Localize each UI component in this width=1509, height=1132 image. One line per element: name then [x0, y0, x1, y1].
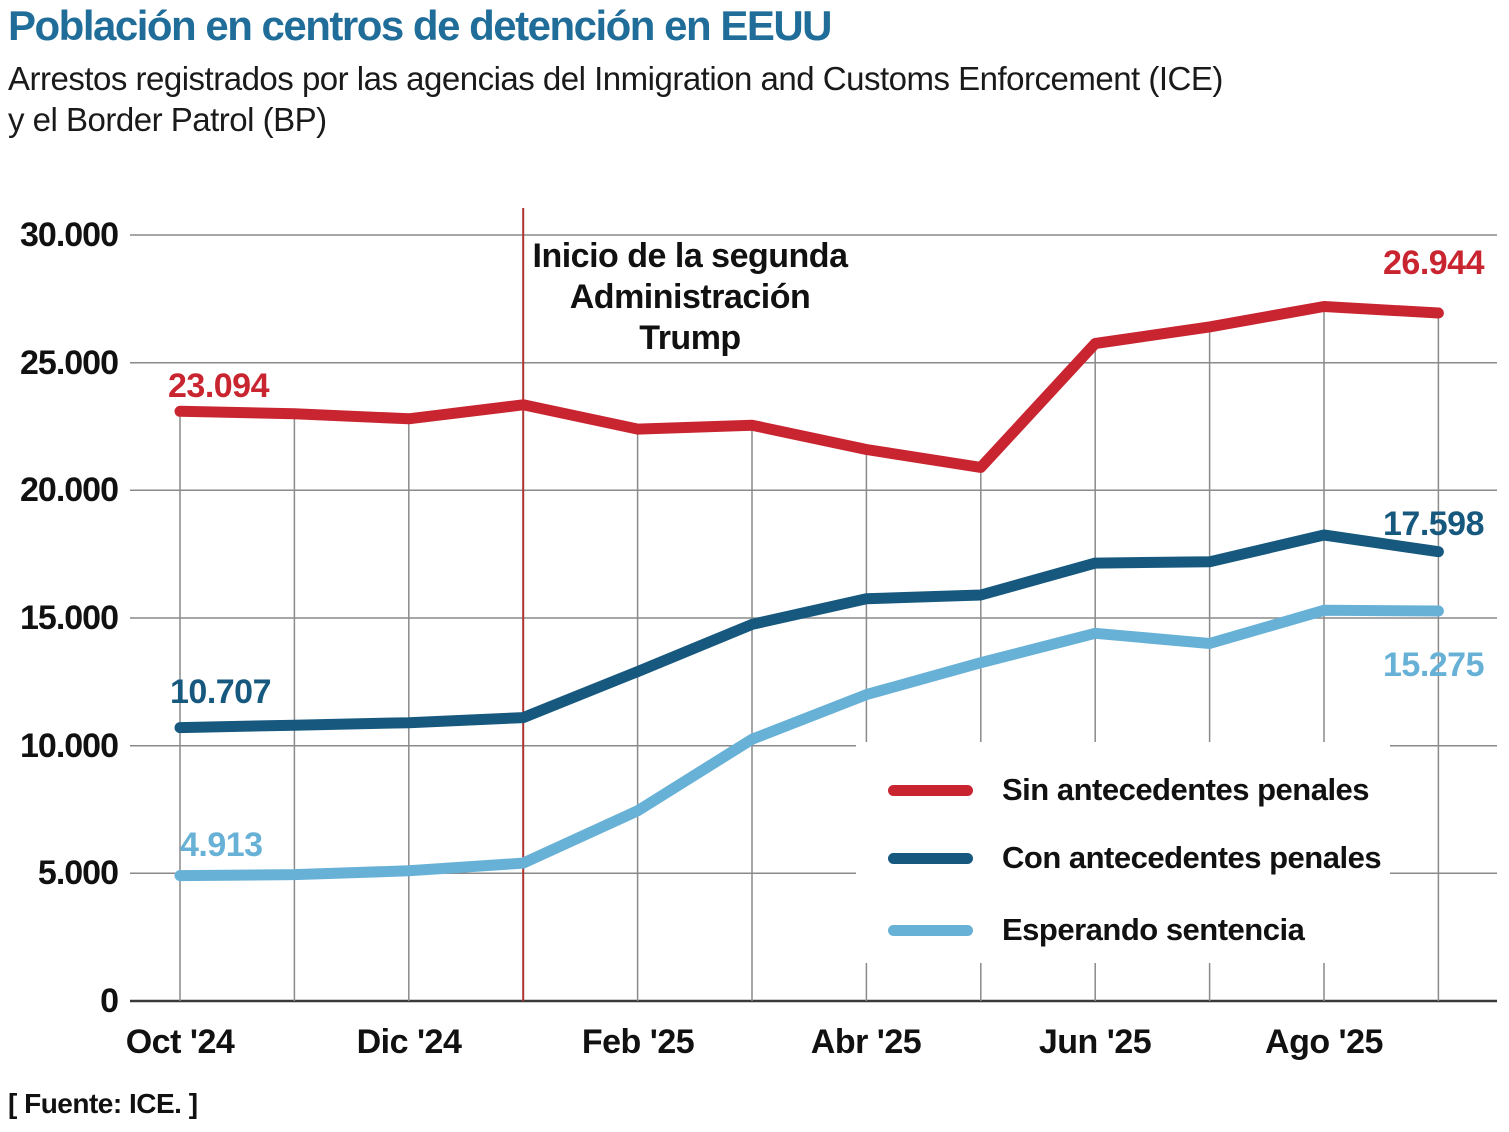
- subtitle: Arrestos registrados por las agencias de…: [8, 58, 1223, 140]
- legend-swatch-red: [888, 784, 973, 796]
- value-label-red-start: 23.094: [168, 367, 270, 405]
- y-tick-label: 15.000: [20, 599, 119, 637]
- value-label-lightblue-end: 15.275: [1383, 646, 1485, 684]
- y-tick-label: 30.000: [20, 216, 119, 254]
- page-title: Población en centros de detención en EEU…: [8, 2, 833, 49]
- legend-swatch-darkblue: [888, 852, 973, 864]
- legend-swatch-lightblue: [888, 924, 973, 936]
- value-label-darkblue-start: 10.707: [170, 673, 272, 711]
- subtitle-line-1: Arrestos registrados por las agencias de…: [8, 60, 1223, 97]
- x-tick-label: Oct '24: [125, 1023, 235, 1061]
- y-tick-label: 10.000: [20, 727, 119, 765]
- data-line-1: [174, 529, 1444, 734]
- y-tick-label: 20.000: [20, 471, 119, 509]
- legend-item-esperando-sentencia: Esperando sentencia: [888, 911, 1305, 949]
- legend-label: Sin antecedentes penales: [1002, 772, 1370, 807]
- y-tick-label: 25.000: [20, 344, 119, 382]
- y-tick-label: 0: [100, 982, 119, 1020]
- legend-label: Esperando sentencia: [1002, 912, 1305, 947]
- x-tick-label: Abr '25: [810, 1023, 922, 1061]
- event-annotation-line-1: Inicio de la segunda: [532, 237, 848, 275]
- x-tick-label: Dic '24: [356, 1023, 462, 1061]
- subtitle-line-2: y el Border Patrol (BP): [8, 101, 327, 138]
- x-tick-label: Feb '25: [581, 1023, 695, 1061]
- x-tick-label: Jun '25: [1038, 1023, 1152, 1061]
- legend-label: Con antecedentes penales: [1002, 840, 1382, 875]
- source-note: [ Fuente: ICE. ]: [8, 1088, 198, 1119]
- value-label-red-end: 26.944: [1383, 244, 1485, 282]
- value-label-darkblue-end: 17.598: [1383, 505, 1485, 543]
- value-label-lightblue-start: 4.913: [180, 826, 263, 864]
- legend-item-con-antecedentes: Con antecedentes penales: [888, 839, 1382, 877]
- x-tick-label: Ago '25: [1265, 1023, 1383, 1061]
- event-annotation: Inicio de la segunda Administración Trum…: [523, 236, 857, 359]
- data-line-2: [174, 604, 1444, 882]
- data-line-0: [174, 301, 1444, 473]
- event-annotation-line-2: Administración Trump: [569, 278, 811, 357]
- y-tick-label: 5.000: [37, 854, 119, 892]
- legend-item-sin-antecedentes: Sin antecedentes penales: [888, 771, 1370, 809]
